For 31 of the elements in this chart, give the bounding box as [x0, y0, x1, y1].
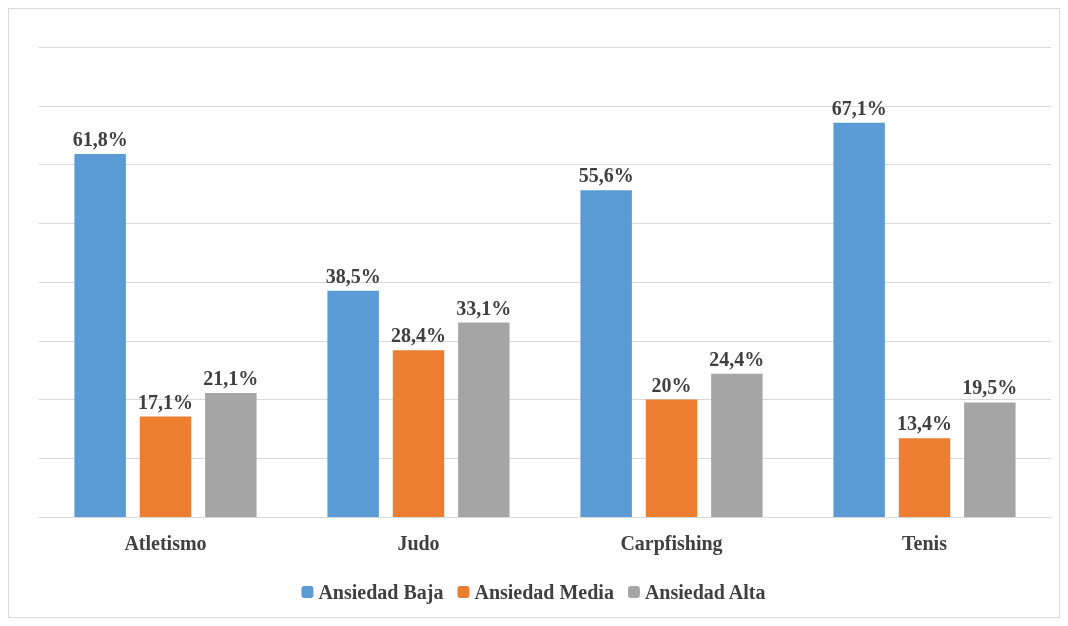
data-label: 38,5%	[325, 264, 381, 287]
bar	[898, 438, 951, 517]
x-tick-label: Carpfishing	[620, 532, 723, 555]
x-tick-label: Tenis	[902, 532, 948, 554]
x-tick-label: Atletismo	[124, 532, 207, 554]
data-label: 20%	[651, 373, 692, 396]
data-label: 67,1%	[831, 96, 887, 119]
data-label: 19,5%	[962, 376, 1018, 399]
bar	[327, 290, 379, 517]
legend-label: Ansiedad Baja	[318, 581, 444, 604]
x-tick-label: Judo	[397, 532, 440, 554]
bar	[833, 122, 885, 517]
data-label: 13,4%	[897, 412, 952, 435]
bar	[645, 399, 698, 517]
bar	[964, 402, 1016, 517]
data-label: 17,1%	[138, 390, 193, 413]
data-label: 24,4%	[709, 347, 765, 370]
bar	[74, 153, 126, 517]
data-label: 21,1%	[203, 367, 259, 390]
bar	[139, 416, 192, 517]
bar	[392, 350, 445, 517]
data-label: 61,8%	[72, 127, 128, 150]
bar	[205, 393, 257, 517]
bar	[580, 190, 632, 517]
bar	[711, 373, 763, 517]
data-label: 28,4%	[391, 324, 446, 347]
bar	[458, 322, 510, 517]
legend-label: Ansiedad Media	[474, 581, 614, 603]
data-label: 33,1%	[456, 296, 512, 319]
data-label: 55,6%	[578, 164, 634, 187]
legend-label: Ansiedad Alta	[644, 581, 766, 603]
